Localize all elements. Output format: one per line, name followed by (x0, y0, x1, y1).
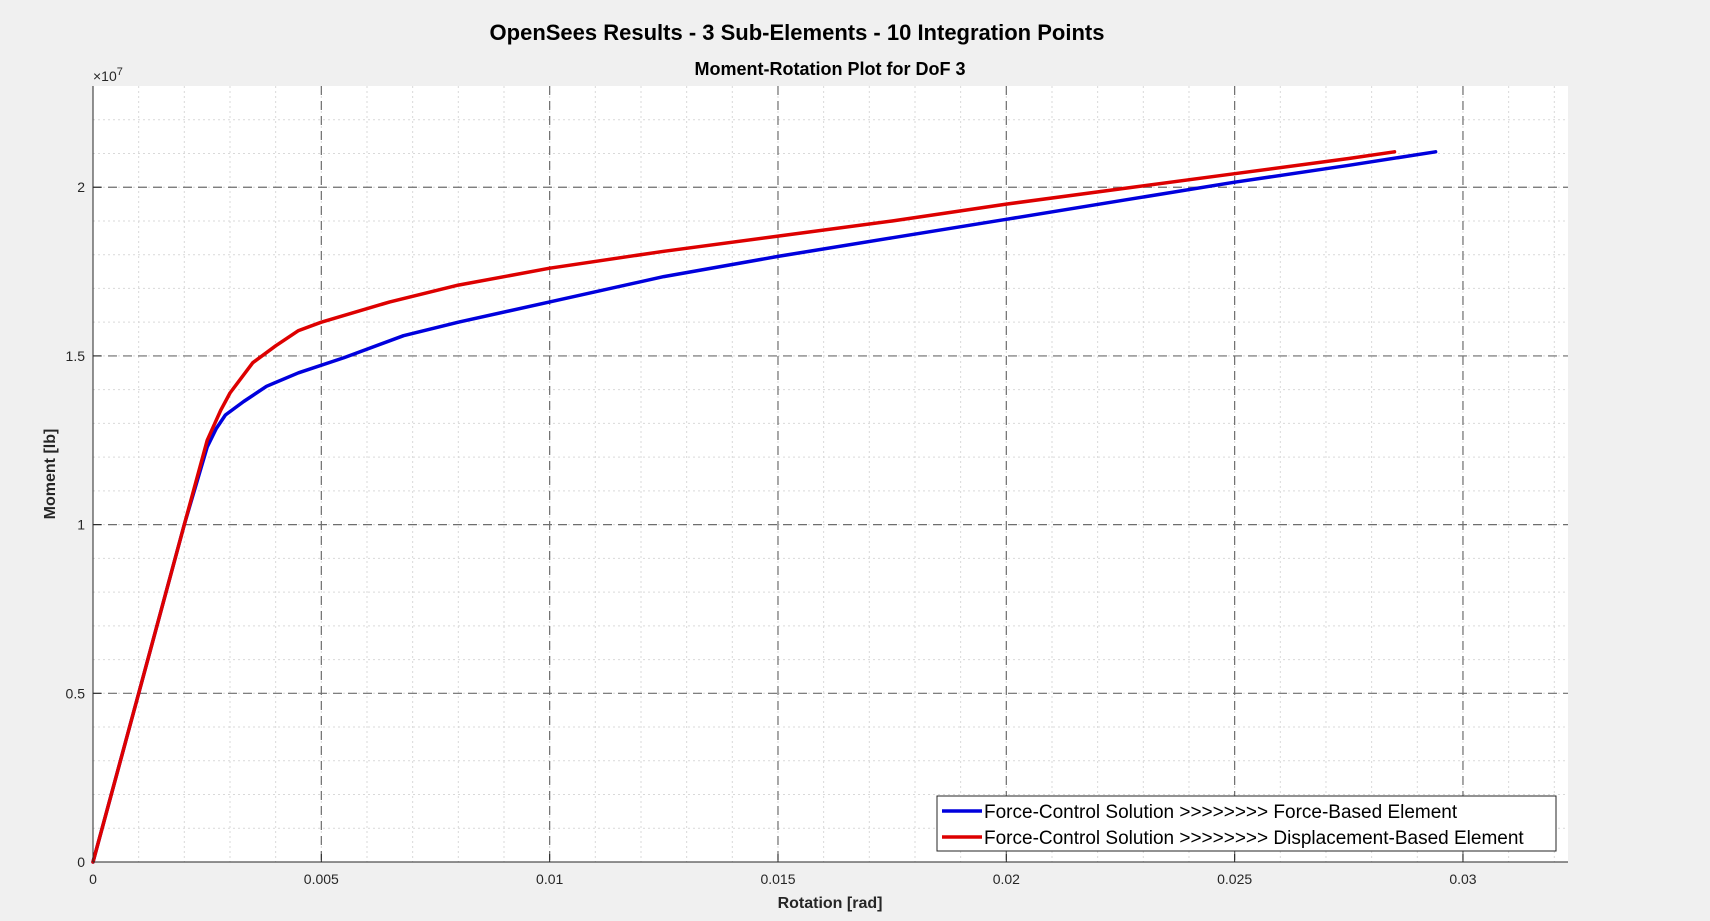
legend-label-force-based: Force-Control Solution >>>>>>>> Force-Ba… (984, 802, 1458, 823)
figure-title: OpenSees Results - 3 Sub-Elements - 10 I… (490, 20, 1105, 45)
major-grid (93, 86, 1568, 862)
axes (92, 86, 1568, 863)
x-tick-label: 0 (89, 871, 97, 887)
y-tick-label: 2 (77, 179, 85, 195)
x-tick-label: 0.005 (304, 871, 339, 887)
y-exponent-power: 7 (117, 66, 123, 78)
x-tick-label: 0.03 (1449, 871, 1476, 887)
y-axis-label: Moment [lb] (42, 429, 59, 520)
plot-area (93, 86, 1568, 862)
series-line-force-based (91, 150, 1438, 864)
y-exponent-label: ×107 (93, 66, 123, 84)
x-tick-label: 0.015 (760, 871, 795, 887)
series-line-displacement-based (91, 150, 1397, 864)
x-tick-label: 0.025 (1217, 871, 1252, 887)
y-tick-label: 1 (77, 517, 85, 533)
x-tick-label: 0.01 (536, 871, 563, 887)
legend-label-displacement-based: Force-Control Solution >>>>>>>> Displace… (984, 828, 1524, 849)
y-tick-label: 0.5 (66, 685, 86, 701)
x-axis-label: Rotation [rad] (778, 895, 883, 912)
tick-labels: 0 0.005 0.01 0.015 0.02 0.025 0.03 0 0.5 1 1.5 2 (66, 179, 1477, 887)
y-tick-label: 1.5 (66, 348, 86, 364)
y-tick-label: 0 (77, 854, 85, 870)
legend-box (936, 795, 1557, 852)
x-tick-label: 0.02 (993, 871, 1020, 887)
series-layer (91, 150, 1438, 864)
legend: Force-Control Solution >>>>>>>> Force-Ba… (936, 795, 1557, 852)
chart-title: Moment-Rotation Plot for DoF 3 (695, 59, 966, 79)
